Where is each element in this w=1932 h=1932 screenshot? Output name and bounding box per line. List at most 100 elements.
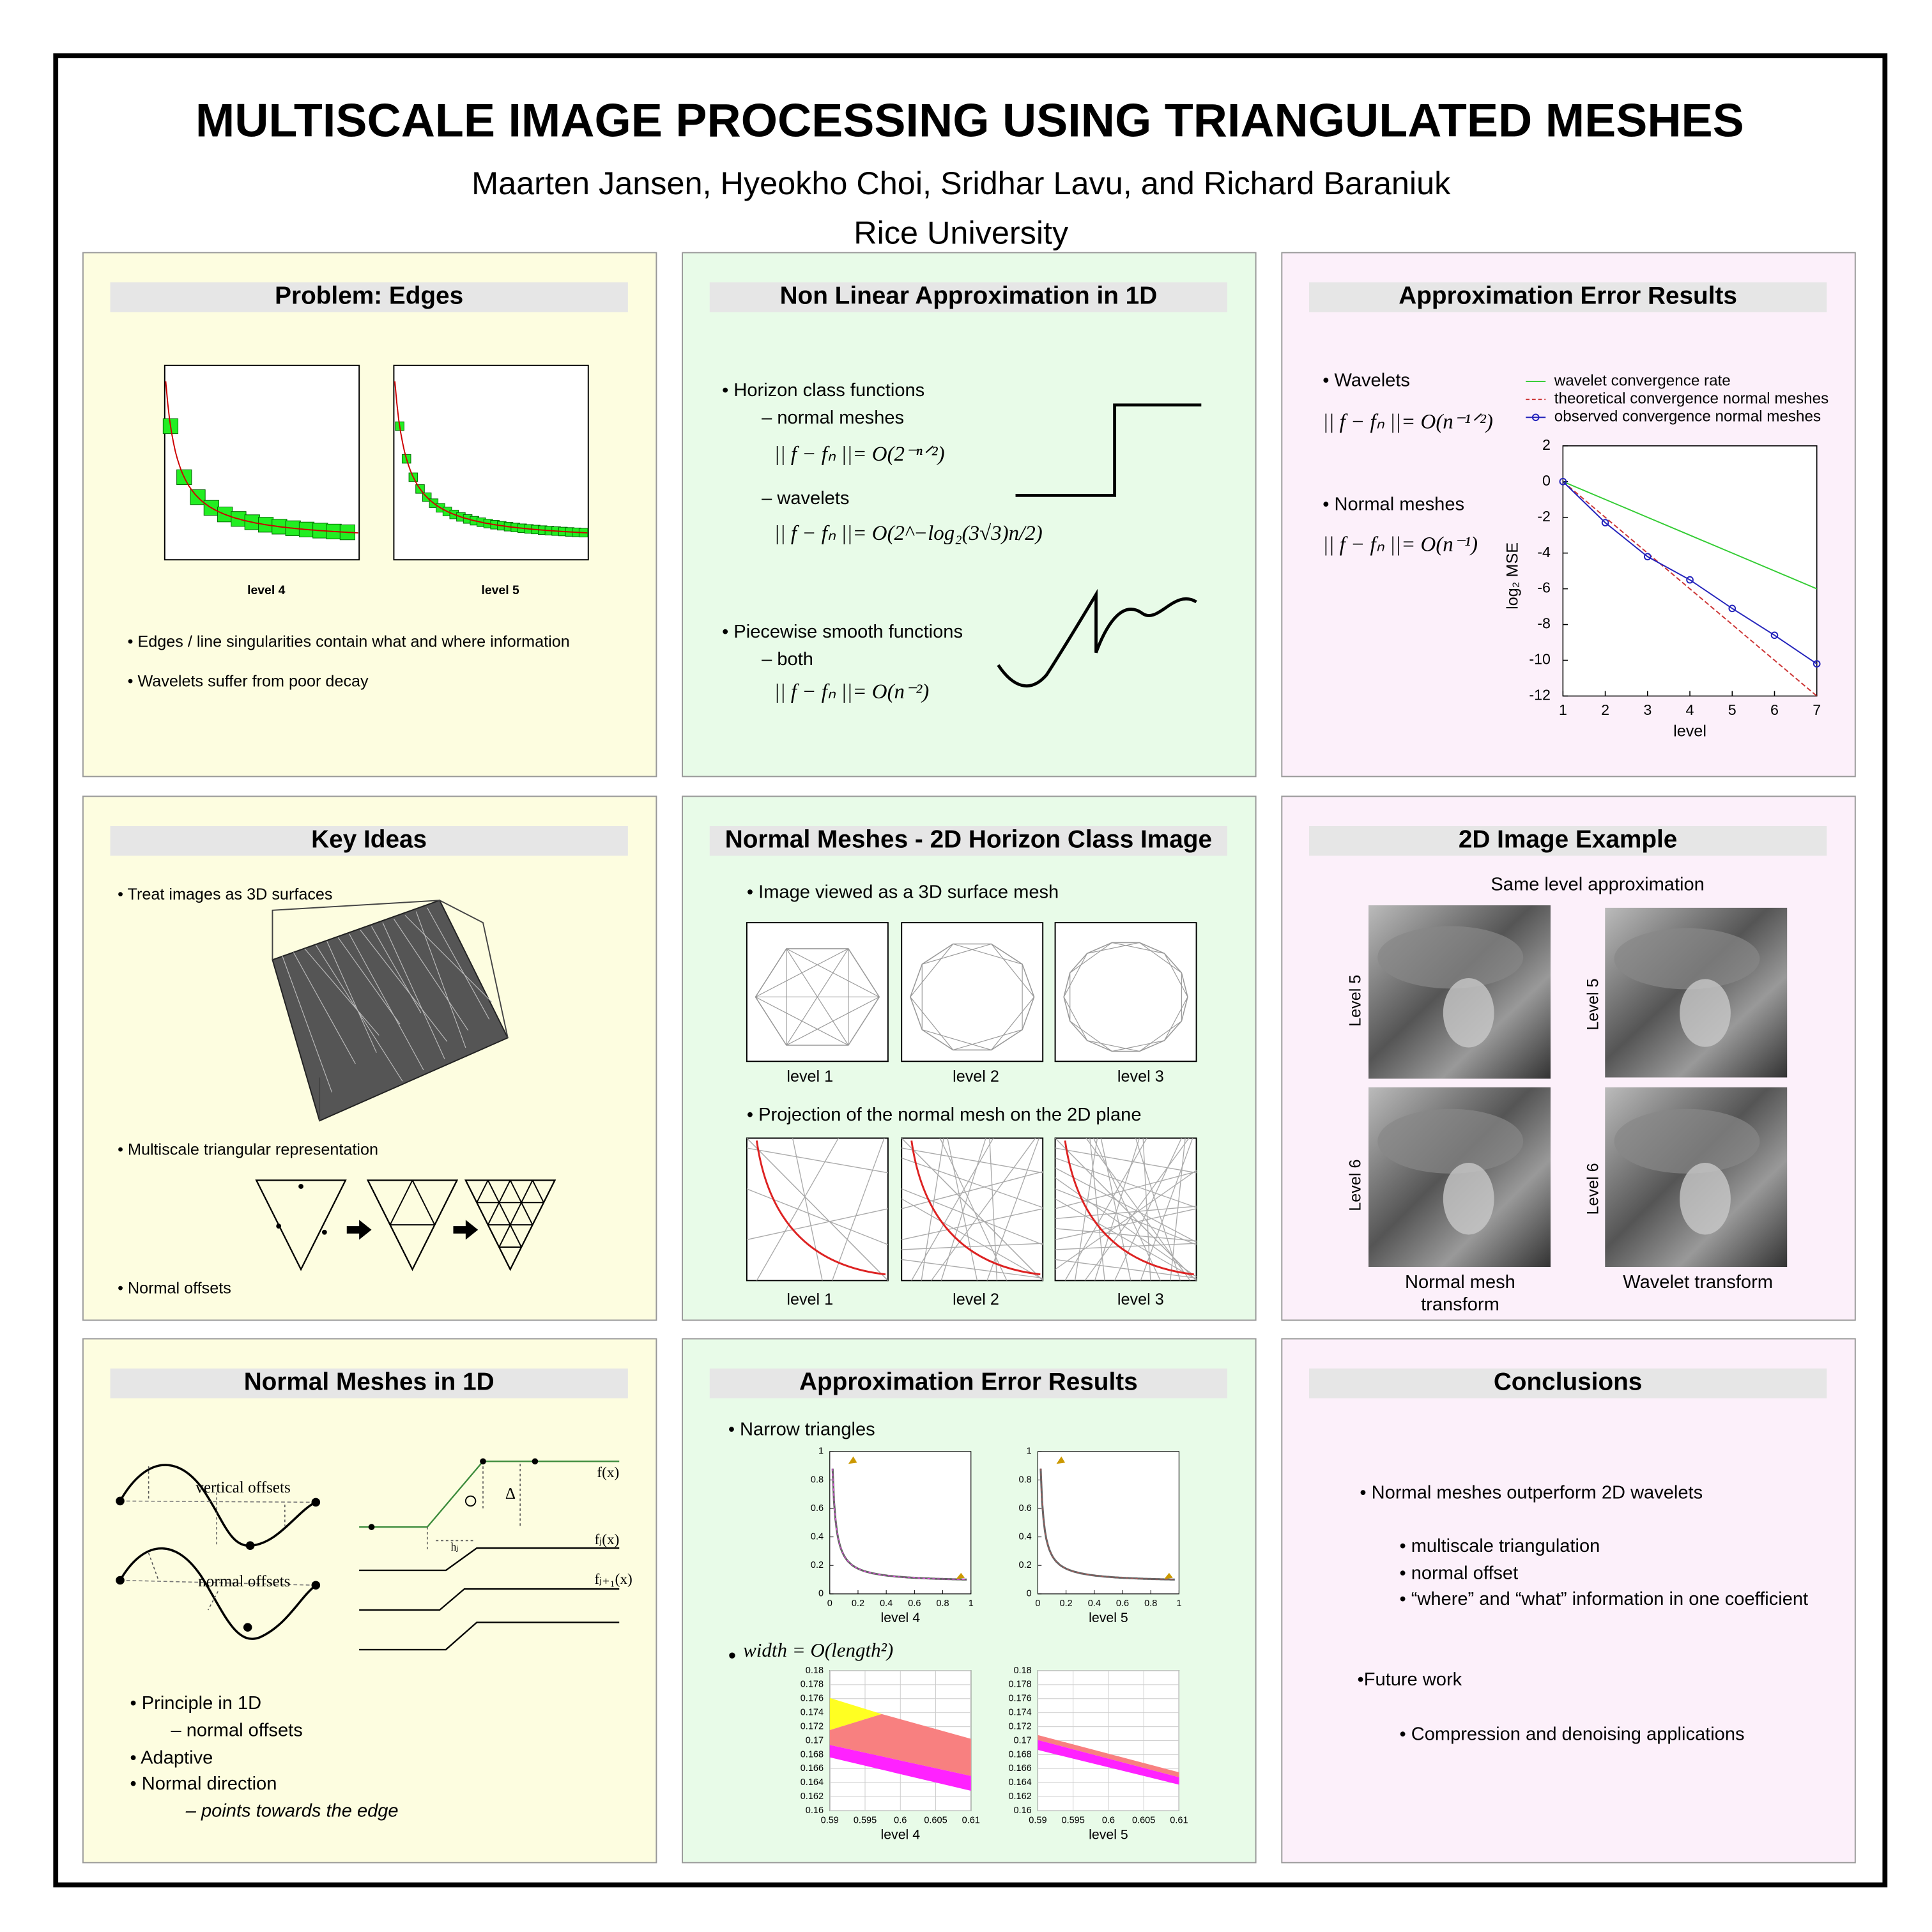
- illustration: [1055, 1259, 1197, 1279]
- panel-text: •Future work: [1358, 1669, 1462, 1690]
- panel-text: hⱼ: [451, 1540, 459, 1553]
- panel-heading: Key Ideas: [311, 825, 427, 853]
- illustration: [1443, 977, 1494, 1048]
- panel-text: • Principle in 1D: [130, 1693, 262, 1713]
- x-tick-label: 0.59: [1029, 1815, 1046, 1825]
- illustration: [119, 1464, 317, 1547]
- illustration: [480, 1458, 486, 1465]
- illustration: [1055, 1198, 1197, 1280]
- illustration: [910, 997, 954, 1050]
- illustration: [404, 915, 492, 1002]
- illustration: [311, 1581, 321, 1590]
- x-tick-label: 2: [1601, 702, 1609, 718]
- illustration: [953, 1029, 1023, 1050]
- illustration: [901, 1137, 1043, 1281]
- illustration: [1093, 1138, 1161, 1281]
- x-tick-label: 0.6: [894, 1815, 907, 1825]
- illustration: [371, 926, 422, 1013]
- illustration: [427, 907, 490, 1020]
- x-tick-label: 0.6: [908, 1598, 921, 1609]
- y-tick-label: -12: [1529, 687, 1551, 703]
- illustration: [487, 1179, 522, 1248]
- x-tick-label: 0: [827, 1598, 832, 1609]
- series-line: [1562, 481, 1818, 697]
- illustration: [1055, 1206, 1197, 1220]
- y-tick-label: 0.174: [1008, 1708, 1031, 1718]
- panel: [82, 1338, 657, 1864]
- heading-bar: [110, 1368, 628, 1399]
- illustration: [1038, 1740, 1179, 1785]
- illustration: [829, 1745, 971, 1791]
- illustration: [1055, 1171, 1197, 1209]
- series-line: [1562, 480, 1818, 590]
- heading-bar: [709, 1368, 1228, 1399]
- panel-text: Δ: [505, 1485, 516, 1503]
- illustration: [746, 1188, 889, 1245]
- y-tick-label: -8: [1537, 615, 1551, 632]
- y-tick-label: 0.166: [801, 1763, 824, 1774]
- panel-heading: Conclusions: [1494, 1368, 1643, 1395]
- illustration: [1070, 942, 1112, 974]
- illustration: [116, 1575, 125, 1585]
- legend-label: theoretical convergence normal meshes: [1554, 390, 1828, 408]
- panel-text: • Wavelets suffer from poor decay: [128, 673, 369, 691]
- illustration: [1055, 1243, 1197, 1250]
- illustration: [1087, 1040, 1140, 1052]
- illustration: [1063, 997, 1088, 1041]
- y-tick-label: 0.8: [811, 1475, 824, 1485]
- x-tick-label: 0.8: [936, 1598, 949, 1609]
- x-tick-label: 1: [969, 1598, 974, 1609]
- illustration: [953, 943, 1023, 965]
- illustration: [746, 1208, 889, 1241]
- panel-text: • Wavelets: [1322, 371, 1410, 391]
- illustration: [243, 1623, 252, 1632]
- x-tick-label: 0.4: [1088, 1598, 1101, 1609]
- illustration: [1114, 1138, 1182, 1281]
- illustration: [922, 943, 992, 965]
- panel-heading: 2D Image Example: [1459, 825, 1677, 853]
- illustration: [1443, 1163, 1494, 1235]
- illustration: [276, 1223, 282, 1229]
- y-axis-label: log₂ MSE: [1503, 542, 1521, 610]
- affiliation: Rice University: [854, 215, 1069, 251]
- illustration: [1377, 926, 1524, 989]
- illustration: [786, 948, 818, 997]
- illustration: [148, 1466, 286, 1611]
- illustration: [832, 1138, 885, 1281]
- illustration: [991, 997, 1035, 1050]
- authors: Maarten Jansen, Hyeokho Choi, Sridhar La…: [471, 165, 1451, 201]
- illustration: [829, 1698, 882, 1731]
- panel-text: • multiscale triangulation: [1399, 1536, 1600, 1556]
- panel-text: •: [728, 1643, 736, 1668]
- plot-frame: [829, 1451, 972, 1595]
- illustration: [311, 1498, 321, 1507]
- y-tick-label: 0.168: [1008, 1749, 1031, 1759]
- illustration: [293, 952, 356, 1064]
- illustration: [1139, 1020, 1182, 1052]
- illustration: [464, 1495, 477, 1507]
- illustration: [1070, 1020, 1112, 1052]
- panel-text: • Projection of the normal mesh on the 2…: [747, 1105, 1142, 1125]
- y-tick-label: 1: [1027, 1446, 1032, 1457]
- y-tick-label: 0.164: [801, 1777, 824, 1788]
- y-tick-label: 0.4: [811, 1531, 824, 1542]
- y-tick-label: 0.178: [1008, 1680, 1031, 1690]
- illustration: [389, 1179, 413, 1225]
- y-tick-label: 0.164: [1008, 1777, 1031, 1788]
- illustration: [991, 944, 1035, 997]
- x-tick-label: 0.605: [924, 1815, 947, 1825]
- illustration: [411, 1179, 436, 1225]
- illustration: [394, 381, 588, 534]
- y-tick-label: 0.168: [801, 1749, 824, 1759]
- illustration: [901, 1171, 1043, 1209]
- data-point: [1813, 660, 1821, 668]
- y-tick-label: 0.2: [811, 1560, 824, 1570]
- illustration: [165, 381, 358, 534]
- illustration: [476, 1179, 489, 1203]
- illustration: [359, 1460, 620, 1528]
- y-tick-label: 2: [1542, 436, 1551, 453]
- heading-bar: [1308, 1368, 1827, 1399]
- panel-text: • Normal offsets: [118, 1280, 231, 1298]
- illustration: [1055, 1147, 1197, 1174]
- panel-text: • Normal direction: [130, 1774, 277, 1794]
